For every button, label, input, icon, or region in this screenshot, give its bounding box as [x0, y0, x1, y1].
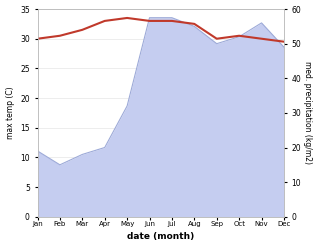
Y-axis label: max temp (C): max temp (C) [5, 87, 15, 139]
Y-axis label: med. precipitation (kg/m2): med. precipitation (kg/m2) [303, 62, 313, 165]
X-axis label: date (month): date (month) [127, 232, 194, 242]
